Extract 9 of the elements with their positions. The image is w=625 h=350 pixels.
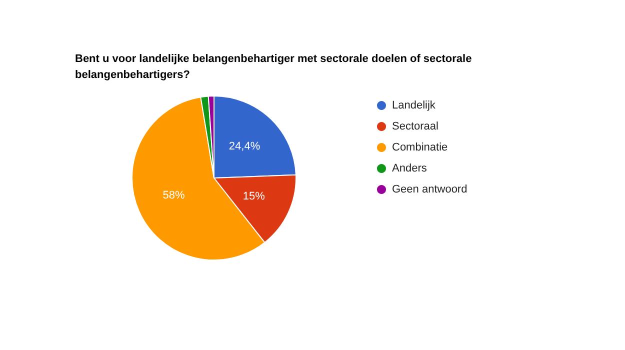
chart-title: Bent u voor landelijke belangenbehartiger met sectorale doelen of sectorale belangenbehartigers? xyxy=(75,53,475,81)
legend-label: Geen antwoord xyxy=(392,184,468,196)
data-label: 24,4% xyxy=(228,140,260,152)
legend-label: Sectoraal xyxy=(392,120,438,132)
legend-label: Combinatie xyxy=(392,142,448,154)
legend-label: Landelijk xyxy=(392,100,436,112)
legend-label: Anders xyxy=(392,162,428,174)
data-label: 58% xyxy=(162,190,185,202)
data-label: 15% xyxy=(242,190,266,202)
